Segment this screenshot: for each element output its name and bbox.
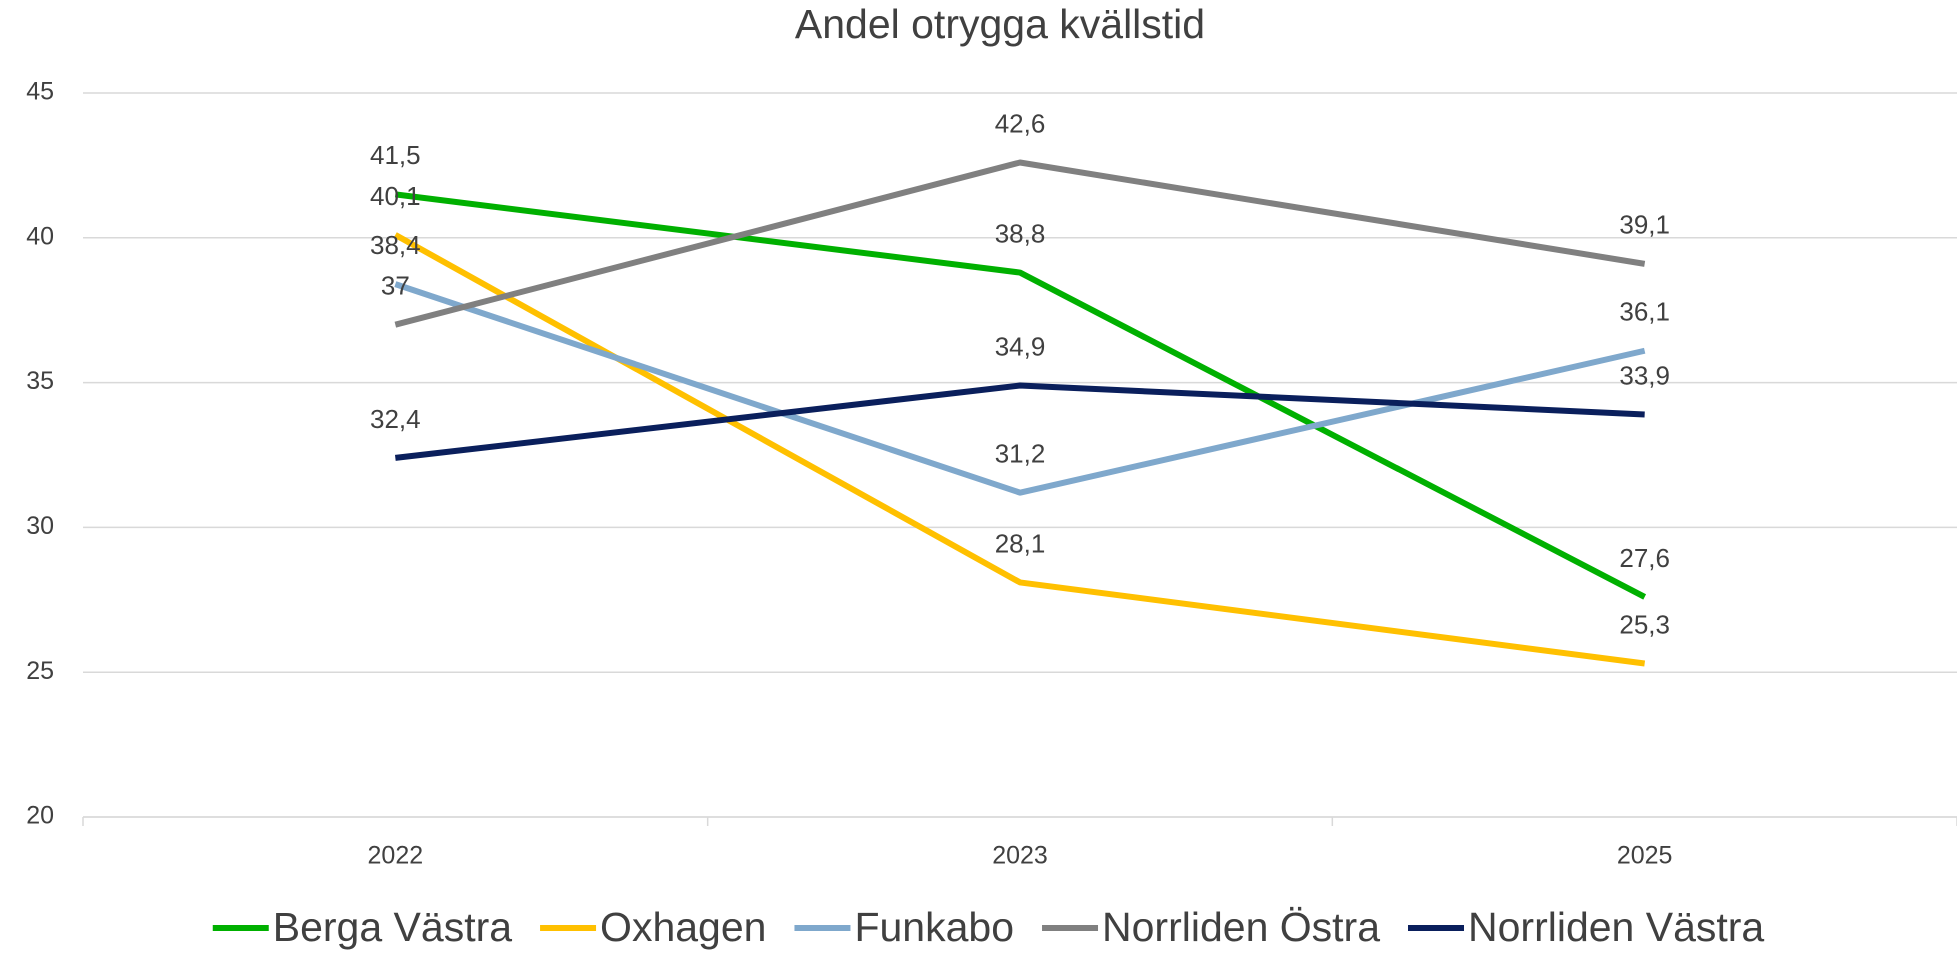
data-label: 28,1 xyxy=(995,528,1046,558)
chart-title: Andel otrygga kvällstid xyxy=(795,1,1205,47)
series-line xyxy=(394,159,1646,328)
legend-label: Funkabo xyxy=(854,904,1014,950)
legend-label: Norrliden Östra xyxy=(1102,904,1380,950)
legend-label: Berga Västra xyxy=(273,904,512,950)
data-label: 41,5 xyxy=(370,140,421,170)
data-label: 31,2 xyxy=(995,439,1046,469)
legend: Berga Västra Oxhagen Funkabo Norrliden Östr… xyxy=(212,904,1764,950)
data-label: 25,3 xyxy=(1619,609,1670,639)
x-tick-label: 2022 xyxy=(368,842,424,870)
y-tick-label: 40 xyxy=(26,222,54,250)
data-label: 40,1 xyxy=(370,181,421,211)
legend-label: Oxhagen xyxy=(600,904,766,950)
x-tick-label: 2025 xyxy=(1617,842,1673,870)
data-label: 27,6 xyxy=(1619,543,1670,573)
x-tick-label: 2023 xyxy=(992,842,1048,870)
y-tick-label: 20 xyxy=(26,802,54,830)
data-label: 33,9 xyxy=(1619,360,1670,390)
data-label: 32,4 xyxy=(370,404,421,434)
y-tick-label: 45 xyxy=(26,78,54,106)
data-label: 34,9 xyxy=(995,331,1046,361)
data-label: 42,6 xyxy=(995,108,1046,138)
data-label: 38,8 xyxy=(995,218,1046,248)
data-label: 37 xyxy=(381,271,410,301)
y-tick-label: 35 xyxy=(26,367,54,395)
data-label: 36,1 xyxy=(1619,297,1670,327)
series-line xyxy=(394,191,1647,600)
y-tick-label: 25 xyxy=(26,657,54,685)
data-label: 39,1 xyxy=(1619,210,1670,240)
series-line xyxy=(394,281,1646,496)
data-label: 38,4 xyxy=(370,230,421,260)
series-line xyxy=(394,382,1645,461)
y-tick-label: 30 xyxy=(26,512,54,540)
legend-label: Norrliden Västra xyxy=(1468,904,1764,950)
